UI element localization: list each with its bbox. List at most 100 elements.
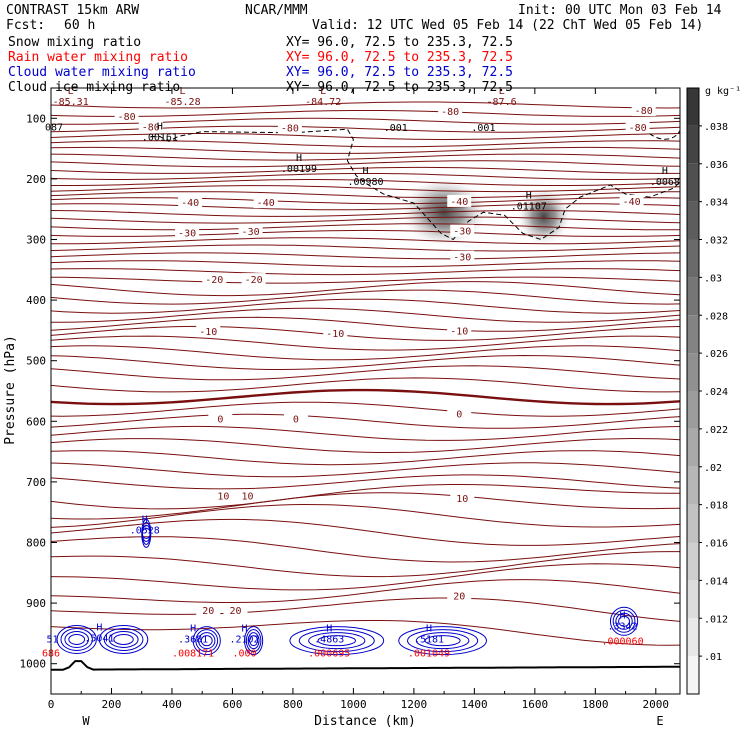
y-tick-label: 400 — [26, 294, 46, 307]
cloud-water-contour — [618, 615, 630, 627]
temperature-contour-line — [51, 191, 680, 199]
temperature-contour-label: 0 — [217, 414, 223, 425]
colorbar-tick-label: .026 — [704, 349, 728, 360]
temperature-contour-line — [51, 298, 680, 314]
temperature-contour-label: -30 — [453, 253, 471, 264]
contour-label-bg — [196, 603, 221, 616]
colorbar-segment — [687, 428, 699, 467]
extremum-value-label: .2102 — [229, 635, 259, 646]
temperature-contour-label: -10 — [450, 327, 468, 338]
colorbar-segment — [687, 315, 699, 354]
y-tick-label: 100 — [26, 112, 46, 125]
y-tick-label: 900 — [26, 597, 46, 610]
temperature-contour-label: -80 — [281, 124, 299, 135]
plot-frame — [50, 87, 681, 695]
x-tick-label: 200 — [102, 698, 122, 711]
low-marker: L — [180, 86, 186, 97]
temperature-contour-line — [51, 160, 680, 168]
contour-label-bg — [438, 105, 463, 118]
low-marker: L — [68, 86, 74, 97]
cloud-water-contour — [141, 518, 152, 548]
high-marker: H — [242, 624, 248, 635]
x-tick-label: 2000 — [643, 698, 670, 711]
temperature-contour-line — [51, 551, 680, 578]
colorbar-tick-label: .022 — [704, 425, 728, 436]
ground-line — [51, 660, 680, 671]
temperature-contour-line — [51, 281, 680, 297]
temperature-contour-line — [51, 223, 680, 231]
temperature-contour-line — [51, 185, 680, 193]
colorbar-tick-label: .024 — [704, 387, 728, 398]
field-name-rain: Rain water mixing ratio — [8, 50, 188, 65]
contour-label-bg — [625, 120, 650, 133]
y-tick-label: 600 — [26, 415, 46, 428]
colorbar-tick-label: .02 — [704, 463, 722, 474]
cloud-water-contour — [249, 635, 259, 647]
cloud-water-contour — [609, 606, 639, 636]
extremum-value-label: -84.72 — [305, 97, 341, 108]
field-name-cloud-water: Cloud water mixing ratio — [8, 65, 196, 80]
contour-label-bg — [223, 603, 248, 616]
temperature-contour-line — [51, 173, 680, 180]
cloud-water-contour — [247, 632, 260, 650]
temperature-contour-line — [51, 203, 680, 211]
contour-label-bg — [631, 104, 656, 117]
extremum-value-label: .01107 — [511, 201, 547, 212]
temperature-contour-label: -20 — [205, 275, 223, 286]
temperature-contour-label: -20 — [245, 275, 263, 286]
cloud-water-contour — [68, 633, 86, 645]
y-tick-label: 700 — [26, 476, 46, 489]
colorbar-segment — [687, 542, 699, 581]
contour-label-bg — [196, 325, 221, 338]
colorbar-segment — [687, 277, 699, 316]
cloud-water-contour — [98, 624, 149, 654]
contour-label-bg — [241, 273, 266, 286]
x-tick-label: 1600 — [522, 698, 549, 711]
cloud-water-contour — [56, 624, 97, 654]
cloud-water-contour — [198, 632, 216, 650]
temperature-contour-line — [51, 492, 680, 520]
field-name-snow: Snow mixing ratio — [8, 35, 141, 50]
cloud-water-contour — [108, 630, 139, 648]
contour-label-bg — [253, 196, 278, 209]
cloud-water-contour — [192, 626, 221, 656]
temperature-contour-line — [51, 252, 680, 260]
temperature-contour-line — [51, 153, 680, 161]
cloud-water-contour — [415, 632, 470, 650]
extremum-value-label: .5041 — [84, 633, 114, 644]
contour-label-bg — [208, 412, 233, 425]
cloud-water-contour — [615, 612, 633, 630]
snow-contour-label: .001 — [471, 123, 495, 134]
extremum-value-label: .00199 — [281, 164, 317, 175]
extremum-value-label: .000 — [232, 649, 256, 660]
extremum-value-label: .5181 — [414, 635, 444, 646]
high-marker: H — [296, 153, 302, 164]
temperature-contour-label: 10 — [242, 491, 254, 502]
high-marker: H — [326, 624, 332, 635]
colorbar-tick-label: .016 — [704, 539, 728, 550]
contour-label-bg — [447, 589, 472, 602]
contour-label-bg — [619, 194, 644, 207]
temperature-contour-line — [51, 484, 680, 510]
extremum-value-label: .001049 — [408, 649, 450, 660]
temperature-contour-line — [51, 579, 680, 603]
temperature-contour-line — [51, 413, 680, 429]
colorbar-unit: g kg⁻¹ — [705, 86, 740, 97]
colorbar: .01 .012 .014 .016 .018 .02 .022 .024 .026 .028 .0… — [686, 87, 728, 695]
high-marker: H — [526, 190, 532, 201]
cloud-water-contour — [195, 629, 219, 653]
temperature-contour-line — [51, 401, 680, 417]
colorbar-segment — [687, 580, 699, 619]
colorbar-tick-label: .03 — [704, 273, 722, 284]
temperature-contour-line — [51, 503, 680, 528]
colorbar-tick-label: .034 — [704, 198, 728, 209]
colorbar-tick-label: .012 — [704, 614, 728, 625]
cloud-water-contour — [398, 626, 487, 656]
temperature-contour-line — [51, 268, 680, 276]
temperature-contour-line — [51, 210, 680, 217]
cloud-water-contour — [289, 626, 385, 656]
temperature-contour-line — [51, 377, 680, 393]
temperature-contour-line — [51, 260, 680, 268]
colorbar-segment — [687, 391, 699, 429]
